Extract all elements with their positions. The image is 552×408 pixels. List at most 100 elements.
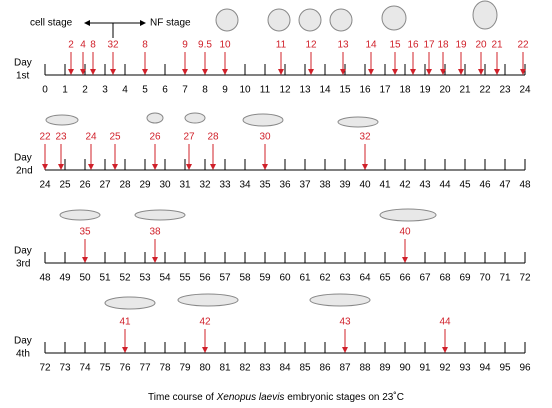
- tick-label: 76: [119, 363, 131, 374]
- tick-label: 26: [79, 180, 91, 191]
- tick-label: 64: [359, 273, 371, 284]
- cell-stage-label: cell stage: [30, 18, 73, 29]
- tick-label: 10: [239, 85, 251, 96]
- tick-label: 95: [499, 363, 511, 374]
- stage-label: 10: [219, 40, 231, 51]
- tick-label: 72: [519, 273, 531, 284]
- tick-label: 6: [162, 85, 168, 96]
- tick-label: 53: [139, 273, 151, 284]
- tick-label: 34: [239, 180, 251, 191]
- tick-label: 62: [319, 273, 331, 284]
- tick-label: 84: [279, 363, 291, 374]
- day-label: Day: [14, 336, 32, 347]
- caption-text: embryonic stages on 23˚C: [284, 391, 404, 403]
- tick-label: 0: [42, 85, 48, 96]
- tick-label: 61: [299, 273, 311, 284]
- tick-label: 79: [179, 363, 191, 374]
- tick-label: 55: [179, 273, 191, 284]
- stage-label: 19: [455, 40, 467, 51]
- tick-label: 15: [339, 85, 351, 96]
- tick-label: 2: [82, 85, 88, 96]
- tick-label: 96: [519, 363, 531, 374]
- caption-text: Time course of: [148, 392, 217, 403]
- tick-label: 40: [359, 180, 371, 191]
- tick-label: 23: [499, 85, 511, 96]
- tick-label: 67: [419, 273, 431, 284]
- tick-label: 38: [319, 180, 331, 191]
- tick-label: 82: [239, 363, 251, 374]
- tick-label: 30: [159, 180, 171, 191]
- stage-label: 41: [119, 317, 131, 328]
- tick-label: 37: [299, 180, 311, 191]
- tick-label: 78: [159, 363, 171, 374]
- stage-label: 30: [259, 132, 271, 143]
- tick-label: 27: [99, 180, 111, 191]
- tick-label: 20: [439, 85, 451, 96]
- tick-label: 49: [59, 273, 71, 284]
- tick-label: 72: [39, 363, 51, 374]
- day-label: Day: [14, 58, 32, 69]
- stage-label: 4: [80, 40, 86, 51]
- stage-label: 12: [305, 40, 317, 51]
- tick-label: 47: [499, 180, 511, 191]
- tick-label: 48: [39, 273, 51, 284]
- tick-label: 94: [479, 363, 491, 374]
- tick-label: 74: [79, 363, 91, 374]
- stage-label: 40: [399, 227, 411, 238]
- caption: Time course of Xenopus laevis embryonic …: [148, 391, 404, 403]
- tick-label: 58: [239, 273, 251, 284]
- stage-label: 26: [149, 132, 161, 143]
- tick-label: 44: [439, 180, 451, 191]
- tick-label: 65: [379, 273, 391, 284]
- tick-label: 21: [459, 85, 471, 96]
- tick-label: 7: [182, 85, 188, 96]
- stage-label: 18: [437, 40, 449, 51]
- stage-label: 14: [365, 40, 377, 51]
- stage-label: 16: [407, 40, 419, 51]
- tick-label: 35: [259, 180, 271, 191]
- tick-label: 80: [199, 363, 211, 374]
- tick-label: 48: [519, 180, 531, 191]
- stage-label: 22: [517, 40, 529, 51]
- stage-label: 9: [182, 40, 188, 51]
- stage-label: 25: [109, 132, 121, 143]
- tick-label: 93: [459, 363, 471, 374]
- stage-label: 22: [39, 132, 51, 143]
- tick-label: 9: [222, 85, 228, 96]
- tick-label: 16: [359, 85, 371, 96]
- tick-label: 18: [399, 85, 411, 96]
- tick-label: 14: [319, 85, 331, 96]
- tick-label: 54: [159, 273, 171, 284]
- embryo-images: [45, 0, 498, 310]
- tick-label: 24: [519, 85, 531, 96]
- tick-label: 73: [59, 363, 71, 374]
- tick-label: 5: [142, 85, 148, 96]
- tick-label: 86: [319, 363, 331, 374]
- tick-label: 52: [119, 273, 131, 284]
- day-label: Day: [14, 153, 32, 164]
- tick-label: 75: [99, 363, 111, 374]
- tick-label: 25: [59, 180, 71, 191]
- tick-label: 51: [99, 273, 111, 284]
- tick-label: 57: [219, 273, 231, 284]
- stage-label: 2: [68, 40, 74, 51]
- stage-label: 38: [149, 227, 161, 238]
- tick-label: 81: [219, 363, 231, 374]
- tick-label: 41: [379, 180, 391, 191]
- tick-label: 50: [79, 273, 91, 284]
- stage-label: 9.5: [198, 40, 212, 51]
- stage-label: 21: [491, 40, 503, 51]
- day-ordinal: 1st: [16, 71, 30, 82]
- day-ordinal: 2nd: [16, 166, 33, 177]
- day-label: Day: [14, 246, 32, 257]
- tick-label: 42: [399, 180, 411, 191]
- tick-label: 32: [199, 180, 211, 191]
- tick-label: 45: [459, 180, 471, 191]
- tick-label: 8: [202, 85, 208, 96]
- tick-label: 71: [499, 273, 511, 284]
- tick-label: 13: [299, 85, 311, 96]
- tick-label: 11: [260, 85, 271, 96]
- stage-label: 44: [439, 317, 451, 328]
- stage-label: 24: [85, 132, 97, 143]
